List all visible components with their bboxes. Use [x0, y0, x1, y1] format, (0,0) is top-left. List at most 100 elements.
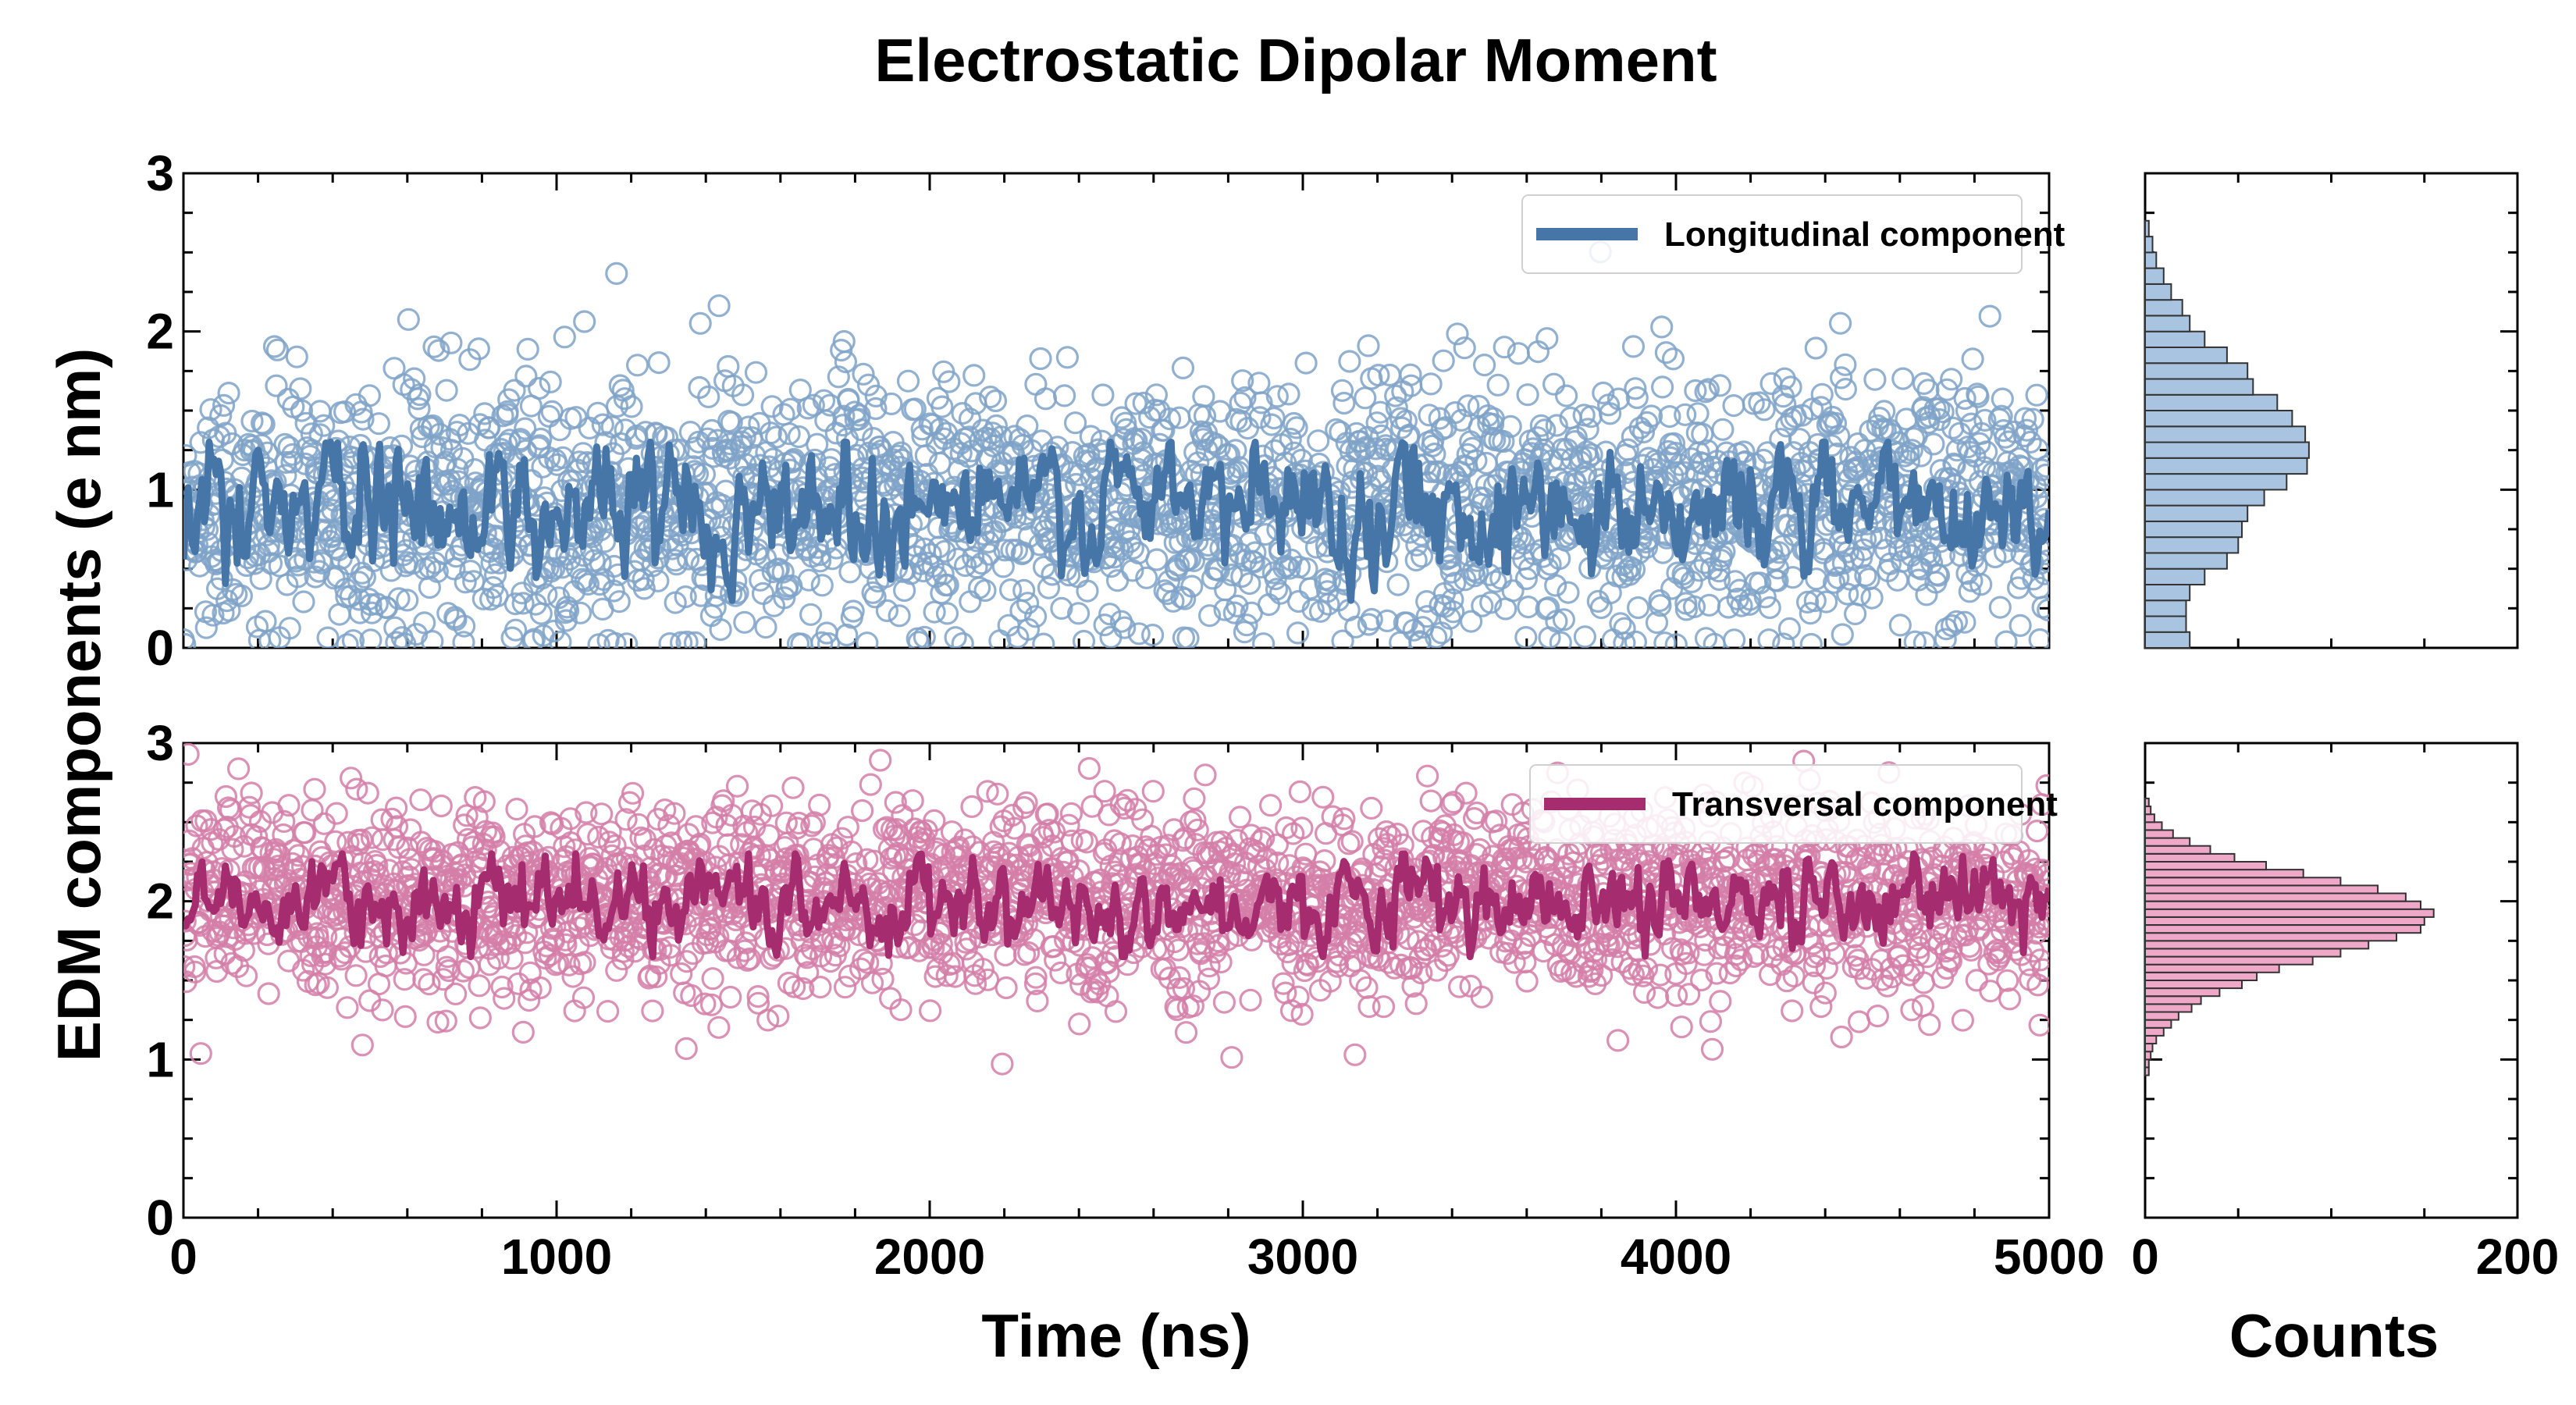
scatter-point [1338, 350, 1361, 373]
scatter-point [240, 409, 264, 433]
scatter-point [1635, 411, 1659, 435]
scatter-point [1827, 424, 1851, 448]
scatter-point [782, 975, 806, 998]
scatter-point [1650, 315, 1674, 339]
scatter-point [1290, 448, 1313, 472]
scatter-point [1068, 1012, 1091, 1036]
scatter-point [1489, 567, 1513, 590]
scatter-point [860, 971, 884, 994]
scatter-point [991, 1052, 1014, 1076]
scatter-point [1665, 984, 1688, 1008]
scatter-point [692, 462, 717, 486]
scatter-point [511, 1020, 535, 1044]
scatter-point [514, 365, 538, 388]
scatter-point [1988, 596, 2012, 619]
scatter-point [1831, 623, 1854, 646]
scatter-point [1024, 966, 1048, 989]
scatter-point [286, 844, 311, 867]
scatter-point [516, 337, 539, 361]
scatter-point [1624, 630, 1647, 648]
scatter-point [188, 913, 212, 937]
scatter-point [1649, 963, 1672, 987]
scatter-point [183, 955, 196, 978]
scatter-point [529, 427, 553, 451]
scatter-point [1080, 946, 1105, 969]
scatter-point [418, 973, 441, 996]
scatter-point [1649, 594, 1672, 617]
scatter-point [401, 552, 425, 575]
scatter-point [1019, 845, 1043, 869]
scatter-point [1079, 425, 1102, 448]
scatter-point [699, 993, 724, 1016]
scatter-point [773, 586, 796, 610]
scatter-point [1464, 449, 1488, 472]
scatter-point [1749, 571, 1772, 595]
scatter-point [693, 992, 717, 1016]
scatter-point [697, 385, 720, 408]
scatter-point [351, 407, 375, 431]
scatter-point [976, 780, 999, 803]
scatter-point [709, 617, 732, 642]
scatter-point [1183, 808, 1207, 832]
scatter-point [1638, 933, 1662, 956]
scatter-point [2026, 437, 2049, 461]
scatter-point [505, 797, 528, 821]
scatter-point [1294, 842, 1318, 866]
scatter-point [1966, 385, 1990, 408]
scatter-point [452, 614, 476, 638]
scatter-point [1854, 564, 1877, 588]
scatter-point [284, 550, 308, 573]
scatter-point [249, 567, 272, 591]
scatter-point [1549, 631, 1572, 648]
scatter-point [1815, 590, 1838, 614]
scatter-point [856, 631, 879, 648]
scatter-point [1432, 349, 1455, 372]
scatter-point [1017, 941, 1041, 965]
scatter-point [1576, 418, 1599, 441]
scatter-point [903, 397, 927, 421]
scatter-point [413, 611, 436, 635]
scatter-point [1782, 964, 1806, 988]
scatter-point [617, 791, 642, 814]
scatter-point [1639, 404, 1663, 428]
scatter-point [183, 909, 197, 933]
scatter-point [1554, 384, 1578, 407]
scatter-point [2030, 458, 2049, 482]
scatter-point [1818, 928, 1841, 952]
y-tick-label-0-1: 1 [146, 461, 174, 518]
scatter-point [2028, 628, 2049, 648]
scatter-point [1748, 391, 1771, 414]
scatter-point [1193, 404, 1217, 428]
scatter-point [1969, 573, 1993, 596]
scatter-point [258, 629, 282, 648]
scatter-point [976, 968, 1000, 991]
scatter-point [399, 818, 422, 841]
scatter-point [1766, 569, 1789, 592]
scatter-point [1279, 427, 1302, 451]
scatter-point [356, 781, 379, 805]
scatter-point [183, 743, 200, 766]
scatter-point [1016, 592, 1040, 615]
scatter-point [1248, 406, 1272, 429]
scatter-point [701, 967, 724, 991]
scatter-point [528, 376, 551, 400]
scatter-point [1664, 633, 1688, 648]
scatter-point [833, 976, 857, 999]
scatter-point [1055, 346, 1080, 369]
scatter-point [646, 569, 670, 592]
scatter-point [1678, 983, 1701, 1006]
scatter-point [764, 425, 788, 449]
scatter-point [1777, 617, 1801, 641]
scatter-point [944, 626, 967, 648]
scatter-point [957, 425, 981, 449]
scatter-point [1110, 406, 1133, 429]
scatter-point [683, 631, 707, 648]
scatter-point [2034, 455, 2049, 478]
scatter-point [1317, 592, 1340, 616]
scatter-point [1893, 444, 1916, 468]
scatter-point [590, 802, 614, 826]
scatter-point [963, 972, 987, 995]
scatter-point [371, 998, 394, 1022]
scatter-point [1060, 829, 1083, 852]
scatter-point [605, 261, 628, 285]
